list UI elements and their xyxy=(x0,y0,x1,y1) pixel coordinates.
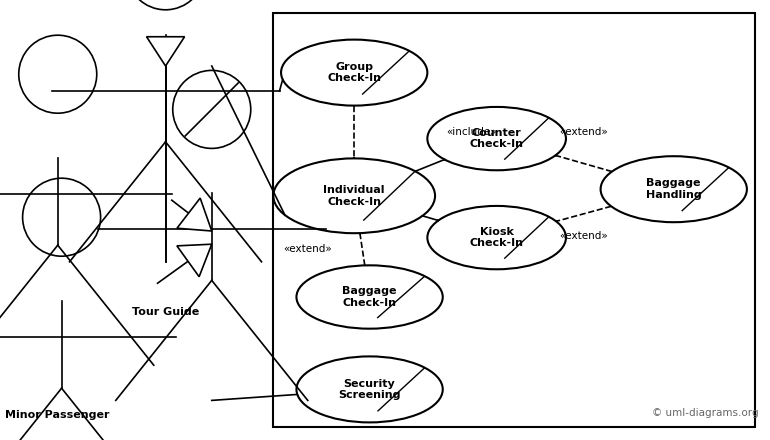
Text: © uml-diagrams.org: © uml-diagrams.org xyxy=(652,408,758,418)
Text: Security
Screening: Security Screening xyxy=(338,378,401,400)
Polygon shape xyxy=(146,37,185,66)
Polygon shape xyxy=(555,155,557,156)
Text: «include»: «include» xyxy=(447,127,497,137)
Text: «extend»: «extend» xyxy=(559,231,608,242)
Text: «extend»: «extend» xyxy=(283,244,332,254)
Text: «extend»: «extend» xyxy=(559,127,608,137)
Bar xyxy=(273,13,755,427)
Text: Counter
Check-In: Counter Check-In xyxy=(470,128,524,150)
Text: Minor Passenger: Minor Passenger xyxy=(5,410,110,420)
Text: Individual
Check-In: Individual Check-In xyxy=(323,185,385,207)
Text: Group
Check-In: Group Check-In xyxy=(327,62,381,84)
Text: Baggage
Handling: Baggage Handling xyxy=(646,178,701,200)
Polygon shape xyxy=(177,198,212,231)
Polygon shape xyxy=(177,244,212,277)
Text: Kiosk
Check-In: Kiosk Check-In xyxy=(470,227,524,249)
Polygon shape xyxy=(437,220,438,221)
Text: Tour Guide: Tour Guide xyxy=(132,307,199,317)
Polygon shape xyxy=(556,221,557,222)
Text: Baggage
Check-In: Baggage Check-In xyxy=(343,286,397,308)
